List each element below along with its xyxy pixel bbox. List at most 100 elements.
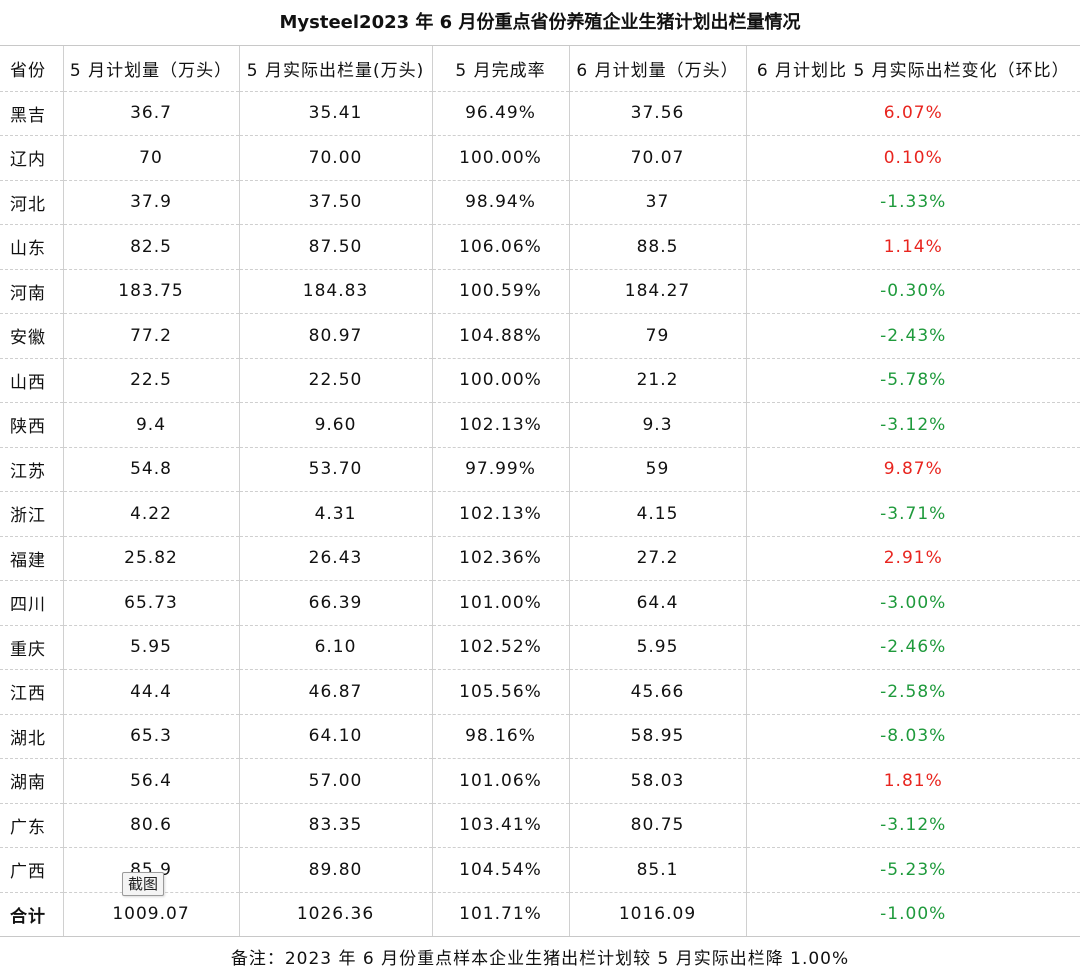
column-header-jun-plan: 6 月计划量（万头）	[569, 46, 747, 92]
cell-jun-plan: 5.95	[569, 625, 747, 670]
cell-province: 山东	[0, 224, 64, 270]
cell-province: 江苏	[0, 447, 64, 492]
cell-province: 广西	[0, 847, 64, 893]
cell-province: 四川	[0, 580, 64, 626]
cell-may-actual: 57.00	[239, 758, 433, 804]
cell-may-rate: 103.41%	[432, 803, 570, 848]
cell-may-rate: 96.49%	[432, 91, 570, 136]
column-header-change: 6 月计划比 5 月实际出栏变化（环比）	[746, 46, 1080, 92]
cell-province: 河北	[0, 180, 64, 225]
cell-may-rate: 98.16%	[432, 714, 570, 759]
cell-province: 河南	[0, 269, 64, 314]
cell-jun-plan: 21.2	[569, 358, 747, 403]
table-row: 山西 22.5 22.50 100.00% 21.2 -5.78%	[0, 358, 1080, 403]
cell-may-plan: 25.82	[63, 536, 240, 581]
cell-may-actual: 6.10	[239, 625, 433, 670]
cell-jun-plan: 58.03	[569, 758, 747, 804]
cell-may-rate: 105.56%	[432, 669, 570, 715]
cell-change: -2.46%	[746, 625, 1080, 670]
cell-may-actual: 53.70	[239, 447, 433, 492]
cell-province: 湖北	[0, 714, 64, 759]
cell-jun-plan: 59	[569, 447, 747, 492]
table-title: Mysteel2023 年 6 月份重点省份养殖企业生猪计划出栏量情况	[0, 0, 1080, 46]
cell-change: -3.00%	[746, 580, 1080, 626]
cell-jun-plan: 37.56	[569, 91, 747, 136]
cell-may-plan: 22.5	[63, 358, 240, 403]
cell-change: 0.10%	[746, 135, 1080, 181]
cell-may-rate: 102.52%	[432, 625, 570, 670]
cell-may-actual: 35.41	[239, 91, 433, 136]
footnote: 备注：2023 年 6 月份重点样本企业生猪出栏计划较 5 月实际出栏降 1.0…	[230, 949, 850, 969]
cell-may-actual: 80.97	[239, 313, 433, 359]
cell-may-actual: 87.50	[239, 224, 433, 270]
cell-may-rate: 100.00%	[432, 135, 570, 181]
cell-may-rate: 98.94%	[432, 180, 570, 225]
cell-province: 山西	[0, 358, 64, 403]
screenshot-tooltip: 截图	[122, 872, 165, 896]
hog-slaughter-table: 省份 5 月计划量（万头） 5 月实际出栏量(万头) 5 月完成率 6 月计划量…	[0, 46, 1080, 937]
cell-may-plan: 9.4	[63, 402, 240, 448]
cell-change: -5.23%	[746, 847, 1080, 893]
cell-jun-plan: 4.15	[569, 491, 747, 537]
cell-change: -0.30%	[746, 269, 1080, 314]
cell-may-actual: 184.83	[239, 269, 433, 314]
cell-may-plan: 54.8	[63, 447, 240, 492]
cell-province: 陕西	[0, 402, 64, 448]
table-row: 湖北 65.3 64.10 98.16% 58.95 -8.03%	[0, 714, 1080, 759]
cell-may-rate: 97.99%	[432, 447, 570, 492]
cell-change: -3.12%	[746, 803, 1080, 848]
cell-may-actual: 9.60	[239, 402, 433, 448]
cell-may-plan: 1009.07	[63, 892, 240, 937]
cell-province: 福建	[0, 536, 64, 581]
cell-change: 9.87%	[746, 447, 1080, 492]
cell-may-actual: 70.00	[239, 135, 433, 181]
cell-province: 黑吉	[0, 91, 64, 136]
cell-jun-plan: 58.95	[569, 714, 747, 759]
cell-province: 合计	[0, 892, 64, 937]
cell-change: 1.81%	[746, 758, 1080, 804]
cell-province: 湖南	[0, 758, 64, 804]
cell-may-actual: 1026.36	[239, 892, 433, 937]
cell-may-actual: 26.43	[239, 536, 433, 581]
cell-may-plan: 56.4	[63, 758, 240, 804]
cell-jun-plan: 45.66	[569, 669, 747, 715]
cell-may-actual: 89.80	[239, 847, 433, 893]
cell-jun-plan: 1016.09	[569, 892, 747, 937]
table-row: 河南 183.75 184.83 100.59% 184.27 -0.30%	[0, 269, 1080, 314]
cell-province: 浙江	[0, 491, 64, 537]
table-row: 江西 44.4 46.87 105.56% 45.66 -2.58%	[0, 669, 1080, 715]
cell-change: -5.78%	[746, 358, 1080, 403]
cell-jun-plan: 9.3	[569, 402, 747, 448]
cell-change: -1.33%	[746, 180, 1080, 225]
cell-may-plan: 5.95	[63, 625, 240, 670]
cell-change: 1.14%	[746, 224, 1080, 270]
cell-may-plan: 4.22	[63, 491, 240, 537]
table-row: 重庆 5.95 6.10 102.52% 5.95 -2.46%	[0, 625, 1080, 670]
cell-jun-plan: 85.1	[569, 847, 747, 893]
cell-may-plan: 65.3	[63, 714, 240, 759]
cell-may-rate: 104.54%	[432, 847, 570, 893]
cell-may-plan: 183.75	[63, 269, 240, 314]
cell-may-plan: 80.6	[63, 803, 240, 848]
total-row: 合计 1009.07 1026.36 101.71% 1016.09 -1.00%	[0, 892, 1080, 937]
table-row: 广东 80.6 83.35 103.41% 80.75 -3.12%	[0, 803, 1080, 848]
cell-may-rate: 102.13%	[432, 491, 570, 537]
cell-may-plan: 77.2	[63, 313, 240, 359]
cell-province: 辽内	[0, 135, 64, 181]
table-row: 浙江 4.22 4.31 102.13% 4.15 -3.71%	[0, 491, 1080, 537]
cell-may-actual: 46.87	[239, 669, 433, 715]
cell-change: -2.58%	[746, 669, 1080, 715]
cell-change: -3.71%	[746, 491, 1080, 537]
cell-jun-plan: 70.07	[569, 135, 747, 181]
cell-may-actual: 4.31	[239, 491, 433, 537]
cell-jun-plan: 27.2	[569, 536, 747, 581]
cell-change: -3.12%	[746, 402, 1080, 448]
cell-province: 江西	[0, 669, 64, 715]
cell-jun-plan: 88.5	[569, 224, 747, 270]
cell-may-actual: 83.35	[239, 803, 433, 848]
cell-may-rate: 104.88%	[432, 313, 570, 359]
cell-may-plan: 44.4	[63, 669, 240, 715]
column-header-may-plan: 5 月计划量（万头）	[63, 46, 240, 92]
cell-may-rate: 106.06%	[432, 224, 570, 270]
cell-may-plan: 65.73	[63, 580, 240, 626]
